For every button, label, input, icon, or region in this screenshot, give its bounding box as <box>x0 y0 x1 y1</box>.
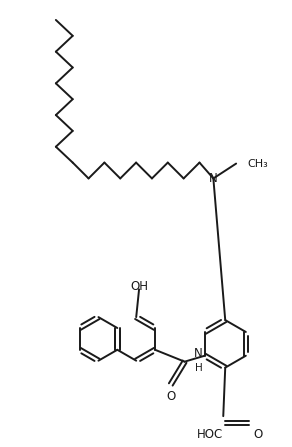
Text: O: O <box>253 428 262 441</box>
Text: CH₃: CH₃ <box>247 159 268 169</box>
Text: HOC: HOC <box>197 428 223 441</box>
Text: O: O <box>166 390 175 403</box>
Text: H: H <box>195 363 202 373</box>
Text: OH: OH <box>130 280 148 293</box>
Text: N: N <box>194 347 203 360</box>
Text: N: N <box>209 172 218 185</box>
